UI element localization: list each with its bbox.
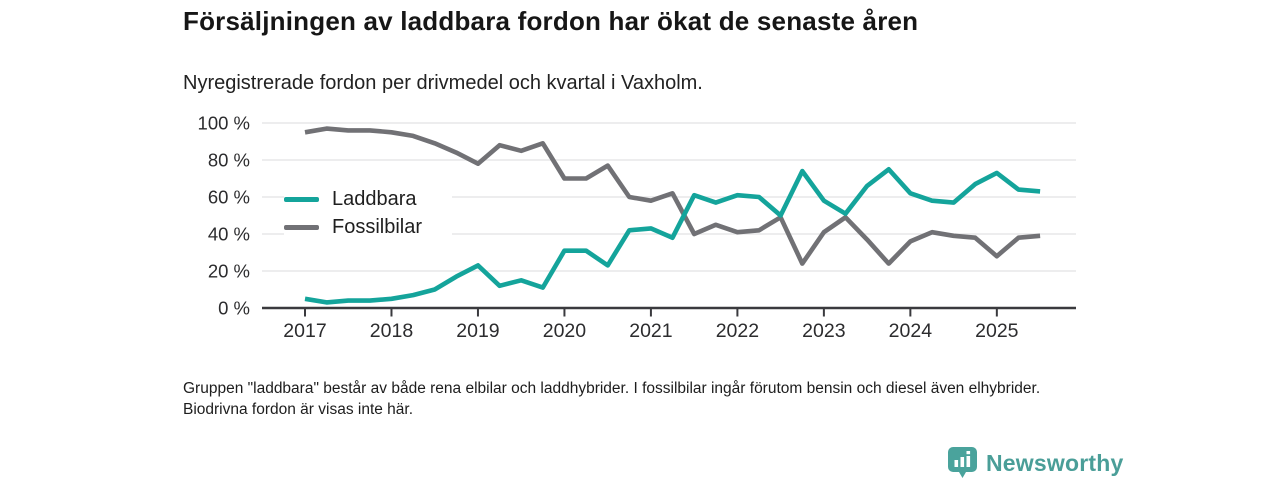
series-line-fossilbilar xyxy=(304,126,1041,266)
chart-title: Försäljningen av laddbara fordon har öka… xyxy=(183,6,919,36)
legend-label-laddbara: Laddbara xyxy=(332,188,417,210)
x-axis-tick-label: 2024 xyxy=(889,320,933,342)
y-axis-tick-label: 80 % xyxy=(208,150,250,171)
fossilbilar-line-swatch-icon xyxy=(284,225,319,230)
y-axis-tick-label: 20 % xyxy=(208,261,250,282)
x-axis-tick-label: 2021 xyxy=(629,320,672,342)
chart-legend: Laddbara Fossilbilar xyxy=(284,185,452,242)
y-axis-tick-label: 40 % xyxy=(208,224,250,245)
laddbara-line-swatch-icon xyxy=(284,197,319,202)
series-line-laddbara xyxy=(304,167,1041,305)
y-axis-tick-label: 0 % xyxy=(218,298,250,319)
legend-item-laddbara: Laddbara xyxy=(284,186,452,213)
newsworthy-logo: Newsworthy xyxy=(947,446,1123,481)
chart-footnote: Gruppen "laddbara" består av både rena e… xyxy=(183,380,1041,418)
legend-label-fossilbilar: Fossilbilar xyxy=(332,216,423,238)
newsworthy-logo-text: Newsworthy xyxy=(986,450,1124,476)
x-axis-tick-label: 2018 xyxy=(370,320,413,342)
bar-chart-pin-icon xyxy=(948,447,977,478)
x-axis-tick-label: 2017 xyxy=(283,320,326,342)
x-axis-tick-label: 2020 xyxy=(543,320,587,342)
x-axis-tick-label: 2025 xyxy=(975,320,1019,342)
chart-subtitle: Nyregistrerade fordon per drivmedel och … xyxy=(183,72,703,94)
y-axis-tick-label: 100 % xyxy=(198,113,250,134)
x-axis-tick-label: 2019 xyxy=(456,320,499,342)
y-axis-tick-label: 60 % xyxy=(208,187,250,208)
x-axis-tick-label: 2022 xyxy=(716,320,759,342)
legend-item-fossilbilar: Fossilbilar xyxy=(284,214,452,241)
x-axis-tick-label: 2023 xyxy=(802,320,845,342)
